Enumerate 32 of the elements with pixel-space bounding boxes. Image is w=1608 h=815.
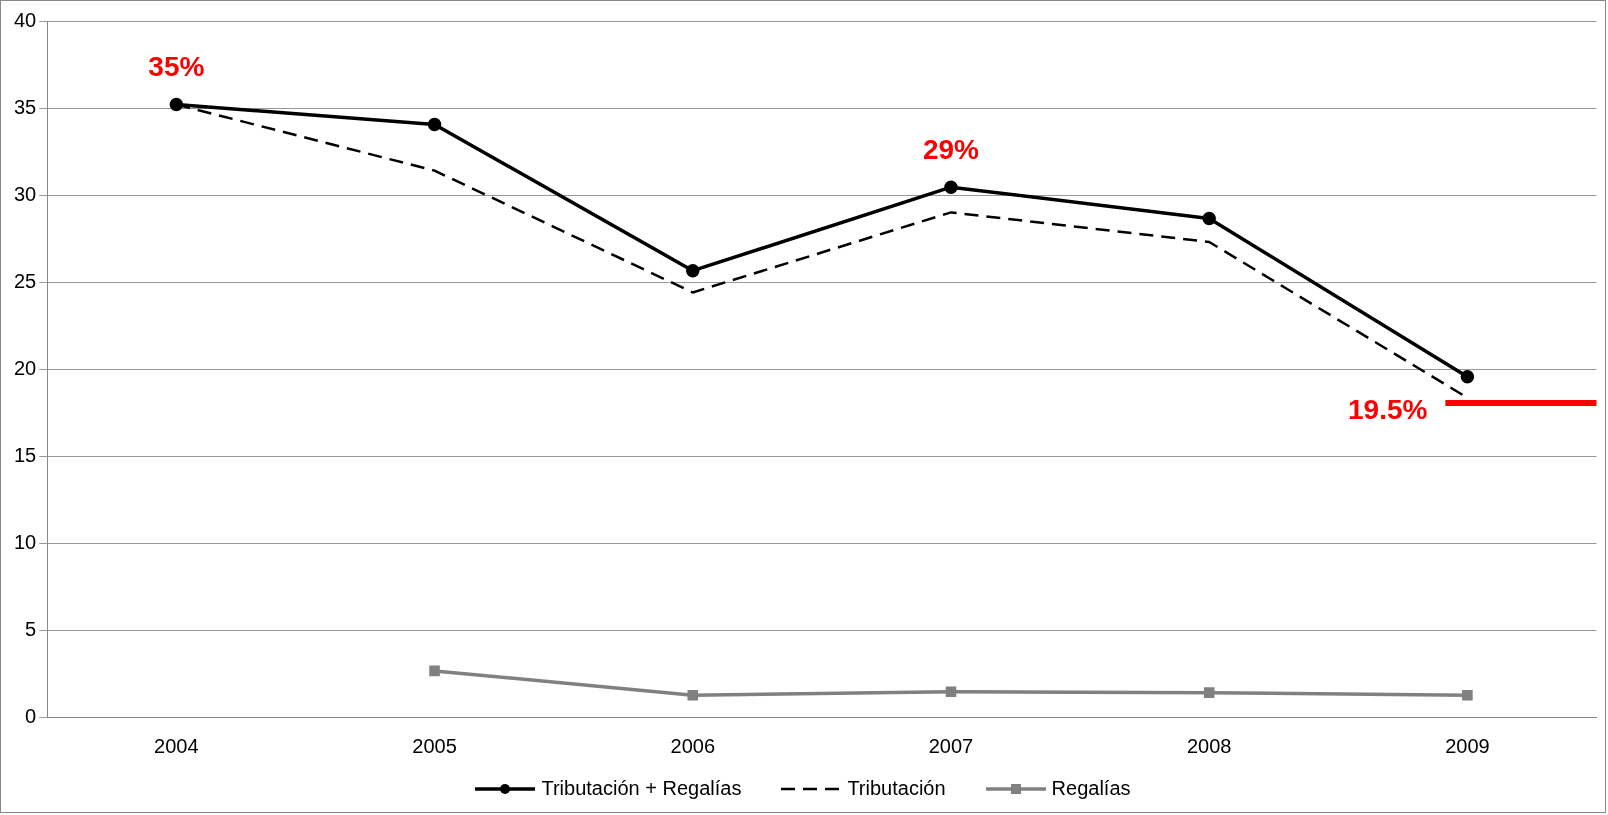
annotation: 29% [922,133,980,165]
point [687,689,699,701]
point [1462,689,1473,701]
x-tick-label: 2009 [1445,734,1490,757]
point [945,686,957,698]
point [1203,687,1215,698]
y-tick-label: 35 [14,95,37,118]
point [1202,211,1216,226]
y-tick-label: 0 [25,704,37,727]
y-tick-label: 15 [14,443,37,466]
y-tick-label: 10 [14,530,37,553]
legend-label: Regalías [1051,777,1131,800]
point [1460,370,1475,384]
x-tick-label: 2007 [928,734,974,757]
point [429,665,440,677]
annotation: 35% [148,51,205,83]
y-tick-label: 30 [14,182,37,205]
x-tick-label: 2004 [154,734,199,757]
point [427,117,442,132]
y-tick-label: 20 [14,356,37,379]
point [686,263,700,278]
y-tick-label: 25 [14,269,37,292]
point [944,180,958,194]
legend-label: Tributación + Regalías [541,777,742,800]
point [169,97,184,112]
legend-label: Tributación [847,777,946,800]
y-tick-label: 5 [25,617,37,640]
y-tick-label: 40 [14,8,37,31]
x-tick-label: 2006 [670,734,716,757]
annotation: 19.5% [1347,393,1428,425]
x-tick-label: 2005 [412,734,457,757]
x-tick-label: 2008 [1186,734,1232,757]
